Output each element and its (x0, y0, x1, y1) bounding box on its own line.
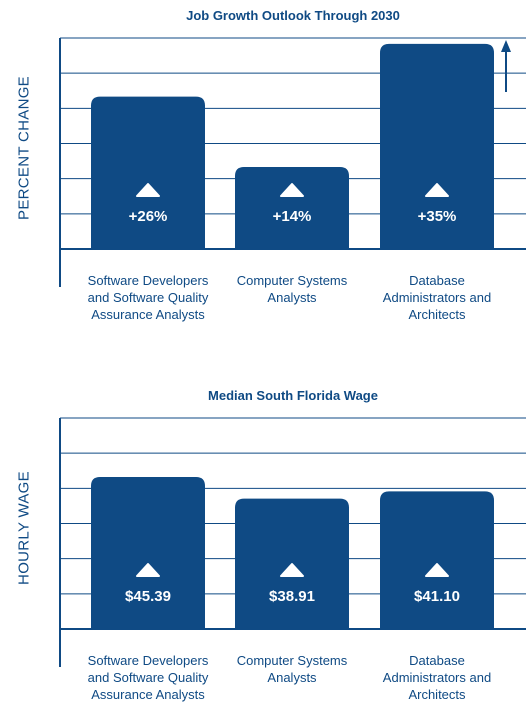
plot-area: $45.39 $38.91 $41.10 (59, 417, 526, 667)
median-wage-chart: Median South Florida Wage HOURLY WAGE $4… (0, 380, 526, 720)
category-label: Software Developers and Software Quality A… (87, 273, 209, 322)
bar (235, 166, 349, 249)
category-label: Computer Systems Analysts (236, 273, 348, 305)
up-triangle-icon (425, 563, 449, 577)
up-arrow-icon (501, 40, 511, 52)
data-label: $38.91 (269, 588, 315, 605)
category-label: Database Administrators and Architects (382, 273, 492, 322)
chart-title: Job Growth Outlook Through 2030 (186, 8, 400, 23)
bar (380, 491, 494, 629)
data-label: +26% (129, 208, 168, 225)
up-triangle-icon (280, 563, 304, 577)
plot-area: +26% +14% +35% (59, 37, 526, 287)
data-label: +14% (273, 208, 312, 225)
bar (91, 96, 205, 249)
job-growth-chart: Job Growth Outlook Through 2030 PERCENT … (0, 0, 526, 340)
chart-title: Median South Florida Wage (208, 388, 378, 403)
up-triangle-icon (136, 563, 160, 577)
data-label: $45.39 (125, 588, 171, 605)
data-label: +35% (418, 208, 457, 225)
category-label: Computer Systems Analysts (236, 653, 348, 685)
category-label: Software Developers and Software Quality A… (87, 653, 209, 702)
up-triangle-icon (425, 183, 449, 197)
bar (91, 476, 205, 629)
up-triangle-icon (280, 183, 304, 197)
up-triangle-icon (136, 183, 160, 197)
bar (380, 43, 494, 249)
data-label: $41.10 (414, 588, 460, 605)
category-label: Database Administrators and Architects (382, 653, 492, 702)
